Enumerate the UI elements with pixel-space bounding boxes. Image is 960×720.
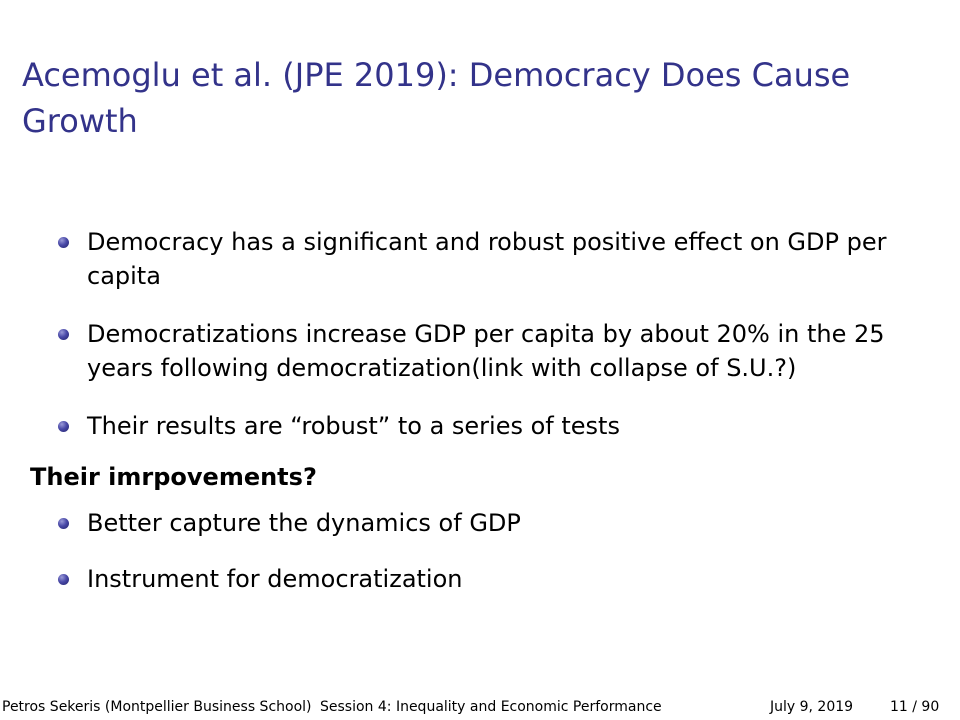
list-item: Democratizations increase GDP per capita… [58, 317, 918, 385]
bullet-text: Democracy has a significant and robust p… [87, 228, 887, 290]
list-item: Better capture the dynamics of GDP [58, 506, 918, 540]
ball-bullet-icon [58, 329, 69, 340]
bullet-text: Their results are “robust” to a series o… [87, 412, 620, 440]
bullet-text: Instrument for democratization [87, 565, 463, 593]
slide-footer: Petros Sekeris (Montpellier Business Sch… [0, 697, 960, 717]
bullet-text: Better capture the dynamics of GDP [87, 509, 521, 537]
list-item: Democracy has a significant and robust p… [58, 225, 918, 293]
ball-bullet-icon [58, 237, 69, 248]
footer-date: July 9, 2019 [770, 699, 854, 715]
ball-bullet-icon [58, 421, 69, 432]
page-number: 11 / 90 [890, 699, 940, 715]
footer-session: Session 4: Inequality and Economic Perfo… [320, 699, 662, 715]
list-item: Their results are “robust” to a series o… [58, 409, 918, 443]
bullet-text: Democratizations increase GDP per capita… [87, 320, 885, 382]
ball-bullet-icon [58, 518, 69, 529]
list-item: Instrument for democratization [58, 562, 918, 596]
subheading: Their imrpovements? [30, 463, 317, 491]
slide-title: Acemoglu et al. (JPE 2019): Democracy Do… [22, 56, 851, 140]
footer-author: Petros Sekeris (Montpellier Business Sch… [2, 699, 312, 715]
ball-bullet-icon [58, 574, 69, 585]
